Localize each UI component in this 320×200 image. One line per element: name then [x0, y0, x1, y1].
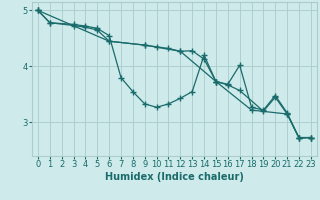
X-axis label: Humidex (Indice chaleur): Humidex (Indice chaleur): [105, 172, 244, 182]
